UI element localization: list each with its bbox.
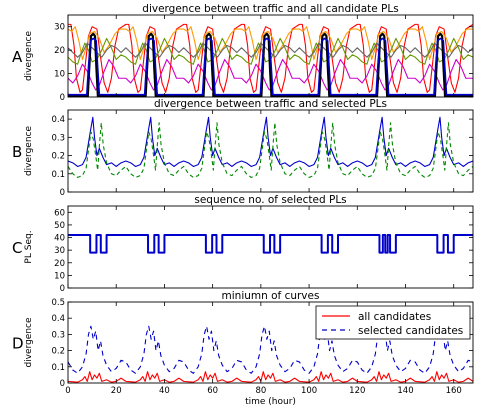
x-tick-label: 160 <box>446 386 462 396</box>
series-line-7 <box>68 37 473 96</box>
panel-label: D <box>12 335 24 353</box>
x-tick-label: 80 <box>255 386 266 396</box>
y-tick-label: 0.1 <box>51 170 65 180</box>
x-tick-label: 140 <box>397 386 413 396</box>
y-tick-label: 10 <box>54 271 65 281</box>
panel-d: miniumn of curves D divergence 0 0.1 0.2 0.3 0.… <box>12 290 474 407</box>
y-tick-label: 50 <box>54 221 65 231</box>
axes-frame <box>67 109 474 193</box>
axes-frame <box>67 205 474 289</box>
x-tick-label: 60 <box>207 386 218 396</box>
x-tick-label: 120 <box>349 386 365 396</box>
y-tick-label: 0.2 <box>51 347 65 357</box>
series-line-4 <box>68 37 473 65</box>
legend-label: all candidates <box>358 311 431 323</box>
series-line-1 <box>68 234 473 254</box>
y-tick-label: 60 <box>54 208 65 218</box>
y-tick-label: 0 <box>60 379 65 389</box>
x-axis-label: time (hour) <box>245 397 296 407</box>
y-tick-label: 0 <box>60 284 65 294</box>
axes-frame <box>67 14 474 98</box>
chart-title: sequence no. of selected PLs <box>194 194 346 206</box>
y-tick-label: 0.4 <box>51 314 65 324</box>
panel-label: C <box>12 239 22 257</box>
legend-box <box>315 305 471 340</box>
y-tick-label: 0.4 <box>51 115 65 125</box>
y-tick-label: 30 <box>54 23 65 33</box>
plot-area <box>68 116 473 178</box>
x-tick-label: 100 <box>301 386 317 396</box>
panel-label: A <box>12 48 23 66</box>
y-tick-label: 0 <box>60 188 65 198</box>
series-line-2 <box>68 122 473 178</box>
y-tick-label: 0.1 <box>51 363 65 373</box>
series-line-2 <box>68 58 473 91</box>
y-tick-label: 0.2 <box>51 152 65 162</box>
series-line-3 <box>68 26 473 61</box>
y-tick-label: 30 <box>54 246 65 256</box>
y-tick-label: 10 <box>54 70 65 80</box>
plot-area <box>68 234 473 254</box>
axes-frame <box>67 301 474 384</box>
y-axis-label: divergence <box>24 126 34 177</box>
y-axis-label: PL Seq. <box>24 230 34 263</box>
y-tick-label: 0 <box>60 93 65 103</box>
series-line-6 <box>68 32 473 97</box>
plot-area <box>68 325 473 383</box>
chart-title: miniumn of curves <box>222 290 320 302</box>
series-line-1 <box>68 371 473 383</box>
x-tick-label: 20 <box>111 386 122 396</box>
x-tick-label: 0 <box>65 386 70 396</box>
y-tick-label: 20 <box>54 46 65 56</box>
x-tick-label: 40 <box>159 386 170 396</box>
y-axis-label: divergence <box>24 31 34 82</box>
panel-b: divergence between traffic and selected … <box>12 98 474 198</box>
chart-title: divergence between traffic and selected … <box>154 98 387 110</box>
y-axis-label: divergence <box>24 317 34 368</box>
chart-title: divergence between traffic and all candi… <box>142 3 398 15</box>
legend-label: selected candidates <box>358 325 463 337</box>
y-tick-label: 0.3 <box>51 133 65 143</box>
panel-c: sequence no. of selected PLs C PL Seq. 0 10 2… <box>12 194 474 294</box>
series-line-1 <box>68 23 473 93</box>
y-tick-label: 40 <box>54 234 65 244</box>
panel-label: B <box>12 143 22 161</box>
y-tick-label: 20 <box>54 259 65 269</box>
y-tick-label: 0.3 <box>51 330 65 340</box>
series-line-1 <box>68 116 473 168</box>
series-line-2 <box>68 325 473 374</box>
plot-area <box>68 23 473 97</box>
y-tick-label: 0.5 <box>51 298 65 308</box>
panel-a: divergence between traffic and all candi… <box>12 3 474 103</box>
